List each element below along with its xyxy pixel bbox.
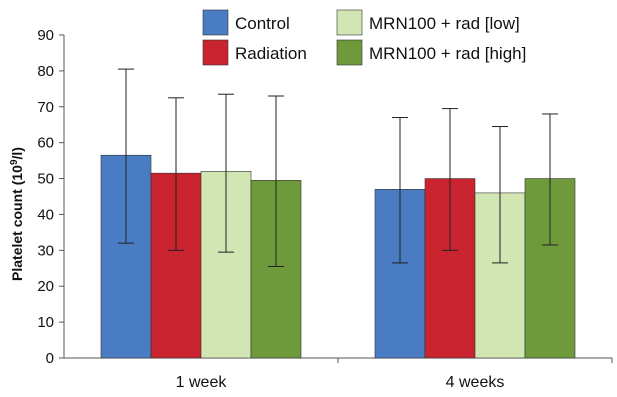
y-tick-label: 20: [37, 278, 54, 295]
legend-swatch: [336, 39, 363, 66]
legend-label: MRN100 + rad [high]: [369, 44, 526, 63]
legend-label: Radiation: [235, 44, 307, 63]
y-tick-label: 30: [37, 242, 54, 259]
legend-swatch: [336, 9, 363, 36]
error-bars: [118, 68, 558, 267]
y-tick-label: 40: [37, 206, 54, 223]
error-bar: [268, 95, 284, 267]
error-bar: [392, 117, 408, 264]
y-tick-label: 0: [46, 350, 54, 367]
legend-item: Radiation: [202, 39, 307, 66]
legend-label: MRN100 + rad [low]: [369, 14, 520, 33]
x-category-label: 1 week: [176, 374, 228, 391]
legend-item: MRN100 + rad [high]: [336, 39, 526, 66]
y-tick-label: 50: [37, 171, 54, 188]
error-bar: [492, 126, 508, 264]
y-axis-label-unit: /l): [9, 147, 25, 159]
error-bar: [442, 108, 458, 251]
y-tick-label: 60: [37, 135, 54, 152]
y-axis-label-sup: 9: [9, 159, 20, 165]
y-tick-label: 80: [37, 63, 54, 80]
legend-swatch: [202, 9, 229, 36]
y-tick-label: 70: [37, 99, 54, 116]
y-axis-label-main: Platelet count (10: [9, 165, 25, 281]
x-category-label: 4 weeks: [446, 374, 505, 391]
legend: Control Radiation MRN100 + rad [low] MRN100…: [202, 9, 526, 66]
legend-label: Control: [235, 14, 290, 33]
legend-item: Control: [202, 9, 290, 36]
error-bar: [218, 93, 234, 253]
error-bar: [118, 68, 134, 244]
legend-swatch: [202, 39, 229, 66]
y-tick-label: 90: [37, 27, 54, 44]
legend-item: MRN100 + rad [low]: [336, 9, 520, 36]
y-axis-label: Platelet count (109/l): [9, 147, 26, 281]
bars: [100, 154, 576, 359]
axes: 0 10 20 30 40 50 60 70 80 90 1 week 4 weeks: [37, 27, 613, 391]
error-bar: [168, 97, 184, 251]
y-tick-label: 10: [37, 314, 54, 331]
error-bar: [542, 113, 558, 246]
